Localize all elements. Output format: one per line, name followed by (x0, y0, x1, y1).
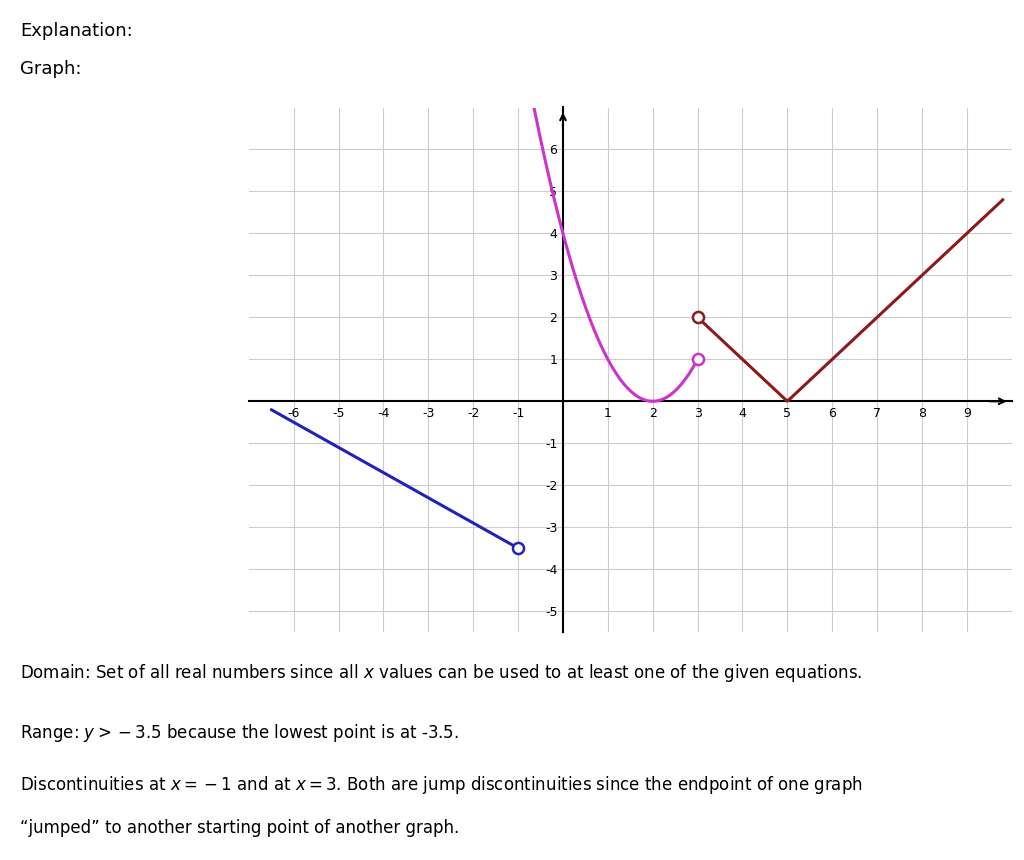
Text: Discontinuities at $x = -1$ and at $x = 3$. Both are jump discontinuities since : Discontinuities at $x = -1$ and at $x = … (20, 774, 863, 796)
Text: Range: $y > -3.5$ because the lowest point is at -3.5.: Range: $y > -3.5$ because the lowest poi… (20, 722, 460, 745)
Text: Explanation:: Explanation: (20, 22, 133, 40)
Text: Graph:: Graph: (20, 60, 82, 78)
Text: Domain: Set of all real numbers since all $x$ values can be used to at least one: Domain: Set of all real numbers since al… (20, 662, 863, 685)
Text: “jumped” to another starting point of another graph.: “jumped” to another starting point of an… (20, 819, 460, 837)
